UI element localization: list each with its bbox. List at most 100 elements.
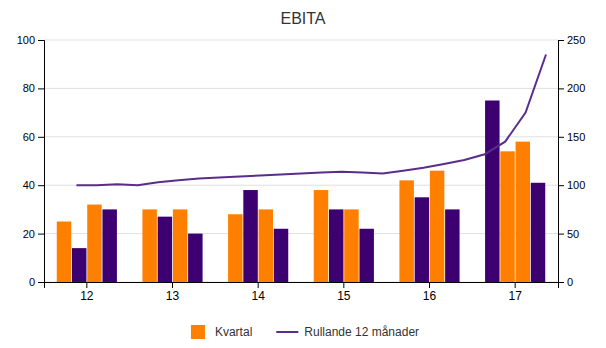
tick-label: 0 [567,276,573,288]
tick-label: 14 [251,289,265,303]
tick-mark [38,40,44,41]
bar [430,171,444,282]
tick-mark [429,282,430,288]
bar [87,205,101,282]
tick-mark [558,88,564,89]
bar [314,190,328,282]
bar [173,209,187,282]
tick-mark [38,185,44,186]
bar [531,183,545,282]
tick-label: 50 [567,228,579,240]
tick-mark [38,88,44,89]
grid-line [44,233,558,234]
bar [500,151,514,282]
axis-line [38,41,45,283]
tick-label: 40 [23,179,35,191]
bar [516,142,530,282]
tick: 80 [23,82,44,94]
chart: EBITA12131415161702040608010005010015020… [0,0,606,348]
tick-label: 12 [80,289,94,303]
legend-label: Rullande 12 månader [304,325,419,339]
tick-mark [558,234,564,235]
bar [158,217,172,282]
tick-label: 15 [337,289,351,303]
grid-line [44,136,558,137]
tick-label: 250 [567,34,585,46]
tick-mark [515,282,516,288]
axis-line [45,283,559,289]
bar [102,209,116,282]
tick: 12 [80,282,94,303]
y-axis: 0 20 40 60 80 100 [17,34,45,288]
grid [44,40,558,282]
tick-label: 0 [29,276,35,288]
marks [57,55,546,282]
bar-series [102,183,545,282]
tick-label: 17 [508,289,522,303]
tick: 100 [17,34,44,46]
axis-line [559,41,565,283]
tick-mark [558,40,564,41]
tick: 14 [251,282,265,303]
tick-mark [38,137,44,138]
bar [445,209,459,282]
bar-series [57,101,500,283]
tick-label: 150 [567,131,585,143]
title: EBITA [280,10,325,27]
bar [329,209,343,282]
tick: 50 [558,228,579,240]
tick-mark [86,282,87,288]
tick-label: 100 [17,34,35,46]
tick-label: 200 [567,82,585,94]
bar [344,209,358,282]
bar [243,190,257,282]
bar [188,234,202,282]
bar [228,214,242,282]
tick-mark [172,282,173,288]
tick-label: 20 [23,228,35,240]
line [76,55,546,186]
tick-label: 80 [23,82,35,94]
tick-mark [558,137,564,138]
tick: 60 [23,131,44,143]
tick-mark [38,234,44,235]
x-axis: 12 13 14 15 16 17 [45,282,559,303]
tick: 250 [558,34,585,46]
bar [415,197,429,282]
bar [259,209,273,282]
tick: 17 [508,282,522,303]
y2-axis: 050100150200250 [558,34,585,288]
tick-mark [258,282,259,288]
bar [57,222,71,283]
legend: Kvartal Rullande 12 månader [191,325,419,339]
tick: 20 [23,228,44,240]
legend-swatch [276,331,298,333]
bar-series [87,142,530,282]
tick-mark [558,185,564,186]
tick-label: 16 [423,289,437,303]
bar [142,209,156,282]
legend-item: Kvartal [191,325,252,339]
tick: 16 [423,282,437,303]
tick: 13 [166,282,180,303]
tick-mark [558,282,564,283]
bar [359,229,373,282]
grid-line [44,88,558,89]
tick: 15 [337,282,351,303]
bar [72,248,86,282]
legend-label: Kvartal [215,325,252,339]
legend-swatch [191,325,205,339]
bar [485,101,499,283]
bar-series [72,151,515,282]
tick-label: 13 [166,289,180,303]
bar [399,180,413,282]
plot: 121314151617020406080100050100150200250 [17,34,586,303]
tick-mark [343,282,344,288]
tick: 40 [23,179,44,191]
tick: 0 [29,276,44,288]
legend-item: Rullande 12 månader [276,325,419,339]
tick-mark [38,282,44,283]
tick-label: 60 [23,131,35,143]
tick: 0 [558,276,573,288]
tick: 150 [558,131,585,143]
